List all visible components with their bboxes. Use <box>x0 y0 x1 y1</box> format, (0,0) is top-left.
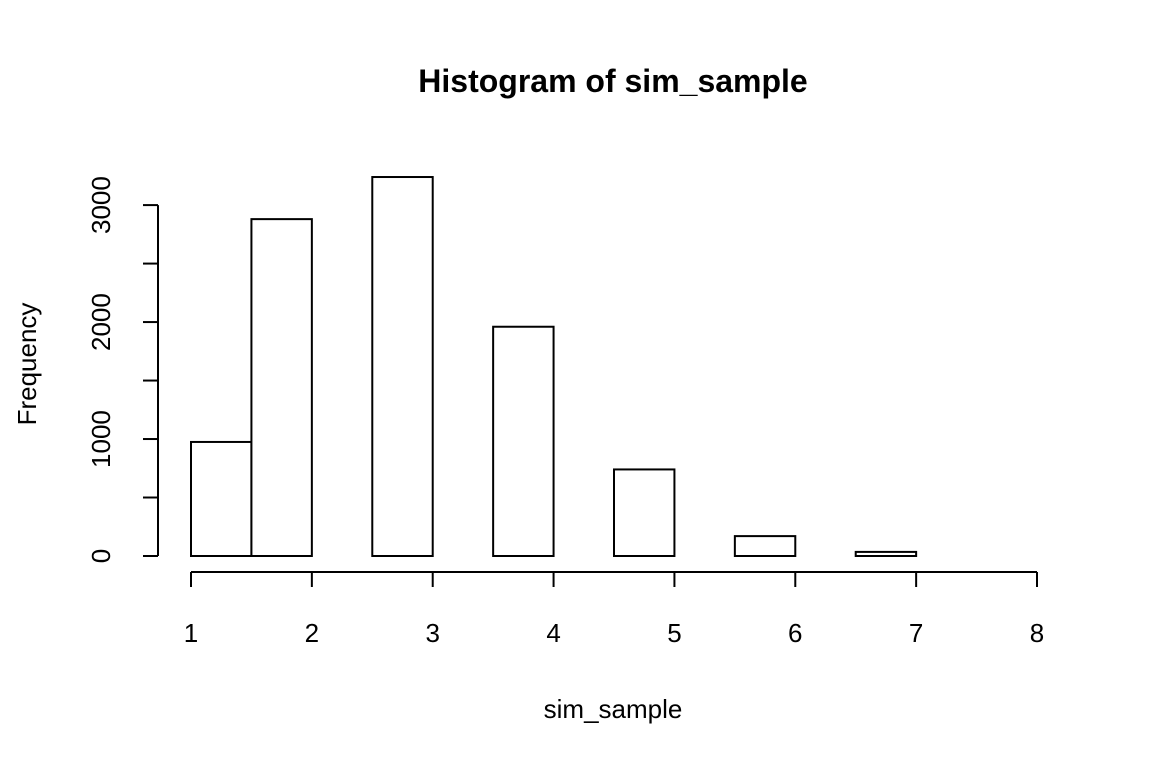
y-axis: 0 1000 2000 3000 <box>86 176 159 563</box>
histogram-bar-0 <box>190 440 253 558</box>
x-tick-label-1: 2 <box>305 618 319 648</box>
y-tick-label-4: 2000 <box>86 293 116 351</box>
x-tick-label-0: 1 <box>184 618 198 648</box>
y-tick-label-6: 3000 <box>86 176 116 234</box>
y-tick-label-0: 0 <box>86 549 116 563</box>
chart-title: Histogram of sim_sample <box>418 63 807 99</box>
y-tick-label-2: 1000 <box>86 410 116 468</box>
histogram-bar-9 <box>733 535 797 558</box>
histogram-bar-11 <box>854 550 918 558</box>
histogram-bar-5 <box>492 325 555 557</box>
x-axis-title: sim_sample <box>544 694 683 724</box>
x-tick-label-5: 6 <box>788 618 802 648</box>
x-axis: 1 2 3 4 5 6 7 8 <box>184 571 1044 648</box>
y-axis-title: Frequency <box>12 303 42 426</box>
x-tick-label-4: 5 <box>667 618 681 648</box>
x-tick-label-6: 7 <box>909 618 923 648</box>
x-tick-label-7: 8 <box>1030 618 1044 648</box>
bars-group <box>190 176 918 558</box>
x-tick-label-2: 3 <box>425 618 439 648</box>
histogram-bar-3 <box>371 176 434 557</box>
x-tick-label-3: 4 <box>546 618 560 648</box>
histogram-bar-1 <box>250 218 313 558</box>
histogram-bar-7 <box>613 468 676 557</box>
